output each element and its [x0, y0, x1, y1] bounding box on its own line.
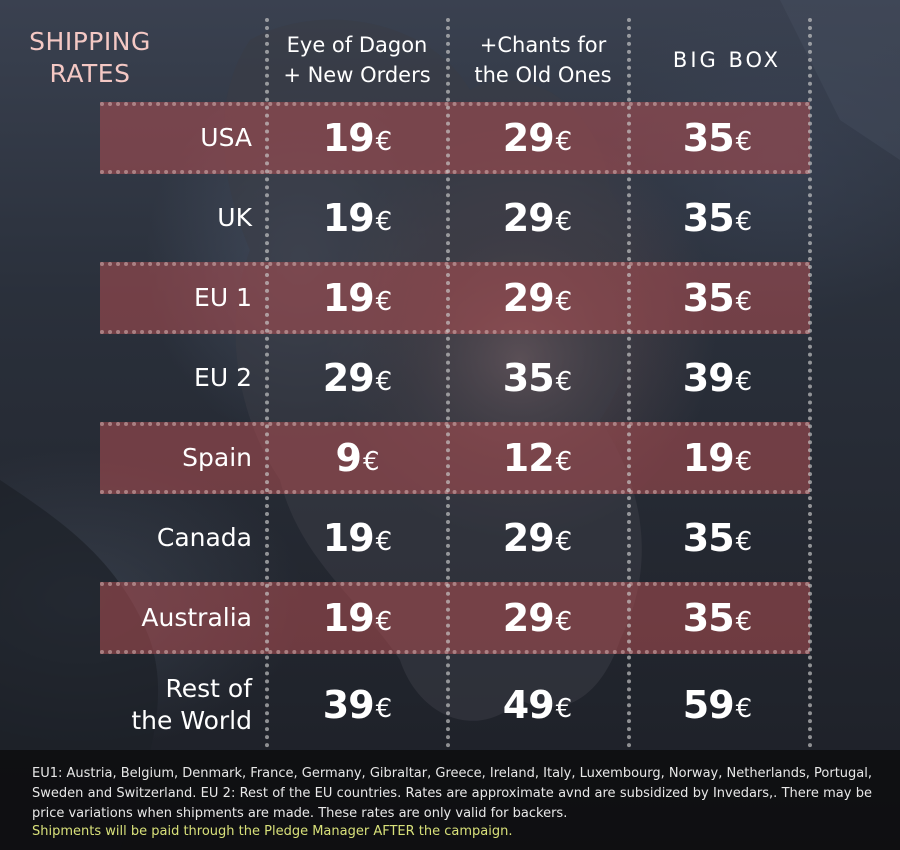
price-cell: 29 € — [502, 116, 572, 160]
price-cell: 19 € — [322, 596, 392, 640]
price-cell: 19 € — [322, 276, 392, 320]
rate-row-rest-of-world: Rest of the World 39 € 49 € 59 € — [0, 665, 900, 745]
price-cell: 19 € — [682, 436, 752, 480]
rate-row-uk: UK 19 € 29 € 35 € — [0, 178, 900, 258]
footer-notes: EU1: Austria, Belgium, Denmark, France, … — [0, 750, 900, 850]
price-cell: 35 € — [682, 196, 752, 240]
price-cell: 29 € — [502, 516, 572, 560]
price-cell: 39 € — [322, 683, 392, 727]
rate-row-eu2: EU 2 29 € 35 € 39 € — [0, 338, 900, 418]
row-highlight-band — [100, 422, 810, 494]
price-cell: 19 € — [322, 516, 392, 560]
price-cell: 29 € — [502, 596, 572, 640]
row-highlight-band — [100, 582, 810, 654]
row-highlight-band — [100, 102, 810, 174]
country-label: UK — [217, 203, 252, 232]
row-highlight-band — [100, 262, 810, 334]
price-cell: 19 € — [322, 196, 392, 240]
price-cell: 35 € — [682, 116, 752, 160]
column-divider — [446, 18, 450, 748]
country-label: USA — [200, 123, 252, 152]
price-cell: 9 € — [335, 436, 380, 480]
price-cell: 19 € — [322, 116, 392, 160]
column-divider — [808, 18, 812, 748]
price-cell: 29 € — [322, 356, 392, 400]
rate-row-eu1: EU 1 19 € 29 € 35 € — [0, 258, 900, 338]
price-cell: 49 € — [502, 683, 572, 727]
country-label: Rest of the World — [131, 674, 252, 735]
page-title: SHIPPING RATES — [29, 27, 151, 88]
country-label: Australia — [141, 603, 252, 632]
price-cell: 29 € — [502, 276, 572, 320]
price-cell: 35 € — [682, 516, 752, 560]
price-cell: 39 € — [682, 356, 752, 400]
column-divider — [265, 18, 269, 748]
column-header-chants: +Chants for the Old Ones — [474, 33, 612, 87]
rate-row-canada: Canada 19 € 29 € 35 € — [0, 498, 900, 578]
price-cell: 12 € — [502, 436, 572, 480]
rate-row-usa: USA 19 € 29 € 35 € — [0, 98, 900, 178]
column-divider — [627, 18, 631, 748]
price-cell: 35 € — [682, 596, 752, 640]
country-label: EU 1 — [194, 283, 252, 312]
rate-row-spain: Spain 9 € 12 € 19 € — [0, 418, 900, 498]
price-cell: 29 € — [502, 196, 572, 240]
country-label: Canada — [156, 523, 252, 552]
price-cell: 59 € — [682, 683, 752, 727]
price-cell: 35 € — [682, 276, 752, 320]
column-header-big-box: BIG BOX — [672, 48, 782, 72]
price-cell: 35 € — [502, 356, 572, 400]
country-label: EU 2 — [194, 363, 252, 392]
pledge-manager-note: Shipments will be paid through the Pledg… — [32, 824, 513, 839]
footnote-text: EU1: Austria, Belgium, Denmark, France, … — [32, 766, 872, 821]
column-header-eye-of-dagon: Eye of Dagon + New Orders — [283, 33, 431, 87]
rate-row-australia: Australia 19 € 29 € 35 € — [0, 578, 900, 658]
country-label: Spain — [182, 443, 252, 472]
